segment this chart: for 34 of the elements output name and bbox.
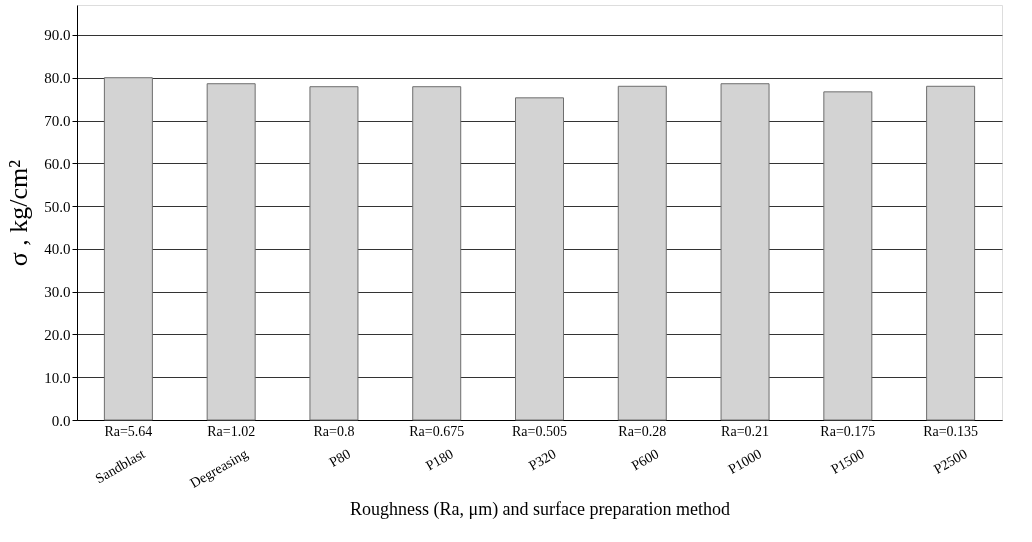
y-axis-title: σ , kg/cm²	[4, 159, 34, 267]
x-tick-label: Ra=0.8	[313, 423, 355, 439]
x-tick-label: Ra=5.64	[104, 423, 153, 439]
y-tick-label: 40.0	[44, 241, 71, 258]
bar	[720, 83, 770, 421]
y-tick-label: 10.0	[44, 369, 71, 386]
x-tick-label: Ra=0.175	[820, 423, 876, 439]
bar	[823, 91, 873, 421]
bar	[103, 77, 153, 421]
text: P180	[423, 446, 456, 474]
y-tick-label: 70.0	[44, 113, 71, 130]
y-tick-label: 0.0	[51, 412, 71, 429]
bar	[412, 86, 462, 421]
y-tick-label: 60.0	[44, 155, 71, 172]
y-tick-label: 90.0	[44, 27, 71, 44]
text: P320	[526, 446, 559, 474]
bar	[926, 85, 976, 421]
x-tick-label: Ra=0.135	[923, 423, 979, 439]
x-axis-title: Roughness (Ra, μm) and surface preparation method	[349, 498, 731, 520]
y-tick-label: 30.0	[44, 284, 71, 301]
y-tick-label: 50.0	[44, 198, 71, 215]
bar	[617, 85, 667, 421]
y-tick-label: 20.0	[44, 326, 71, 343]
bar	[206, 83, 256, 421]
text: P600	[628, 446, 662, 474]
text: P80	[326, 446, 354, 470]
x-tick-label: Ra=0.675	[409, 423, 465, 439]
x-tick-label: Ra=0.505	[512, 423, 567, 439]
bar	[309, 86, 359, 421]
x-tick-label: Ra=1.02	[207, 423, 256, 439]
y-tick-label: 80.0	[44, 70, 71, 87]
x-tick-label: Ra=0.28	[618, 423, 667, 439]
x-tick-label: Ra=0.21	[721, 423, 770, 439]
bar	[515, 97, 564, 421]
